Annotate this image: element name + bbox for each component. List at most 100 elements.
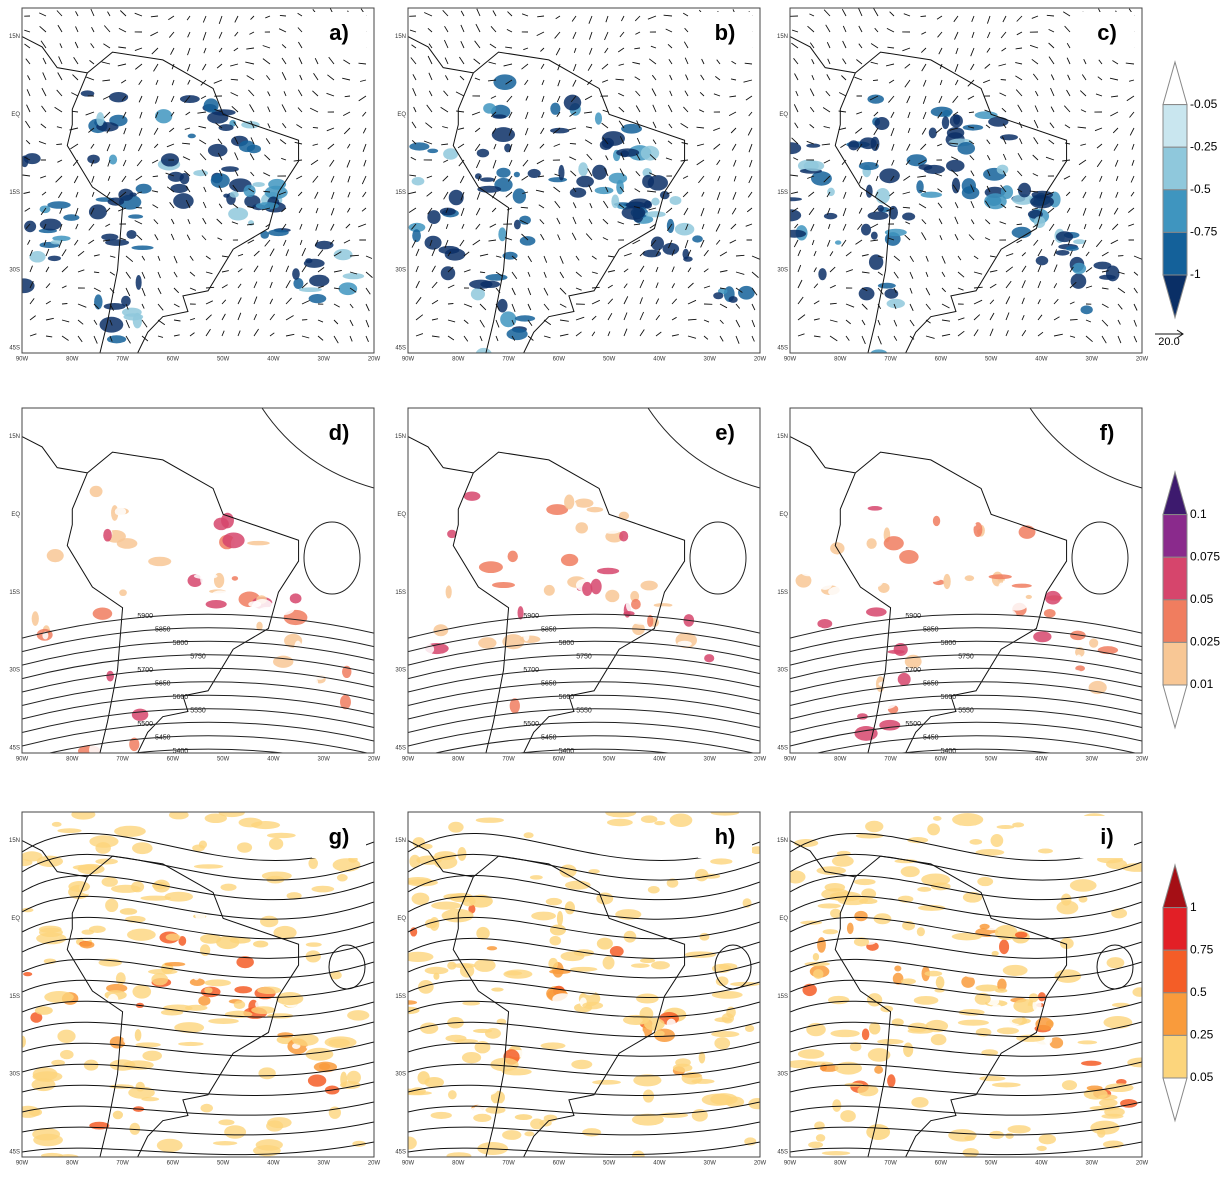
shading (744, 1024, 755, 1032)
lon-tick-label: 90W (784, 357, 797, 363)
lon-tick-label: 60W (935, 757, 948, 763)
shading (447, 529, 457, 539)
shading (852, 1152, 869, 1157)
lon-tick-label: 70W (116, 1161, 129, 1167)
shading (485, 1106, 506, 1114)
shading (862, 357, 868, 370)
shading (63, 214, 80, 221)
shading (714, 1037, 731, 1050)
panel-label: h) (715, 824, 736, 849)
shading (956, 914, 972, 931)
contour (433, 735, 756, 753)
panel (22, 8, 373, 353)
shading (875, 187, 890, 204)
lon-tick-label: 80W (834, 357, 847, 363)
contour (790, 681, 1142, 707)
lat-tick-label: 30S (9, 1072, 20, 1078)
colorbar-triangle (1162, 684, 1188, 730)
lon-tick-label: 60W (167, 757, 180, 763)
shading (1124, 1110, 1142, 1122)
shading (266, 1120, 284, 1132)
colorbar-box (1162, 189, 1188, 233)
lat-tick-label: 15S (395, 590, 406, 596)
shading (941, 116, 950, 130)
shading (253, 940, 269, 948)
shading (308, 294, 327, 304)
streamline (22, 1061, 374, 1077)
shading (799, 562, 818, 577)
shading (928, 127, 937, 139)
shading (738, 285, 755, 300)
shading (286, 892, 302, 900)
shading (1061, 893, 1072, 906)
panel-label: b) (715, 20, 736, 45)
lon-tick-label: 50W (217, 1161, 230, 1167)
shading (57, 1154, 79, 1157)
shading (1086, 1085, 1103, 1091)
contour-label: 5900 (137, 613, 153, 620)
shading (68, 881, 91, 893)
lat-tick-label: EQ (11, 916, 20, 922)
shading (608, 172, 628, 184)
shading (857, 1084, 879, 1097)
shading (1024, 565, 1043, 579)
label-box (312, 816, 366, 858)
shading (1037, 848, 1053, 854)
shading (550, 102, 561, 115)
lat-tick-label: 15S (777, 994, 788, 1000)
shading (1056, 900, 1079, 915)
shading (991, 1004, 1002, 1012)
lon-tick-label: 90W (402, 357, 415, 363)
shading (699, 932, 710, 941)
shading (979, 553, 1001, 564)
shading (1005, 1132, 1014, 1139)
contour (689, 521, 747, 595)
lon-tick-label: 40W (1035, 757, 1048, 763)
shading (291, 1033, 319, 1046)
panel-frame (21, 811, 375, 1158)
shading (514, 1114, 533, 1121)
shading (995, 988, 1008, 993)
lat-tick-label: 30S (395, 1072, 406, 1078)
shading (988, 574, 1012, 580)
panel (790, 813, 1142, 1157)
shading (1069, 879, 1097, 892)
shading (991, 950, 999, 957)
shading (135, 274, 142, 290)
streamline (790, 1061, 1142, 1077)
shading (160, 1009, 184, 1016)
panel-frame (407, 407, 761, 754)
shading (461, 896, 476, 907)
shading (66, 526, 89, 532)
colorbar-label: -0.25 (1190, 139, 1218, 153)
lat-tick-label: 45S (9, 345, 20, 351)
shading (618, 511, 630, 520)
shading (207, 143, 228, 157)
shading (977, 876, 994, 887)
coastline (66, 51, 300, 353)
shading (817, 618, 833, 629)
shading (549, 924, 566, 936)
shading (619, 530, 629, 542)
contour-label: 5750 (576, 653, 592, 660)
colorbar-box (1162, 992, 1188, 1036)
shading (94, 762, 116, 769)
shading (711, 1031, 740, 1038)
shading (713, 292, 724, 300)
shading (913, 995, 939, 1005)
shading (943, 573, 951, 590)
shading (903, 1042, 914, 1058)
shading (812, 953, 820, 961)
shading (170, 183, 189, 194)
shading (517, 606, 524, 620)
colorbar-box (1162, 231, 1188, 276)
shading (569, 966, 598, 972)
lat-tick-label: 15S (9, 190, 20, 196)
lon-tick-label: 40W (267, 757, 280, 763)
shading (486, 946, 498, 951)
shading (530, 1118, 544, 1130)
shading (470, 287, 485, 301)
lat-tick-label: EQ (11, 512, 20, 518)
